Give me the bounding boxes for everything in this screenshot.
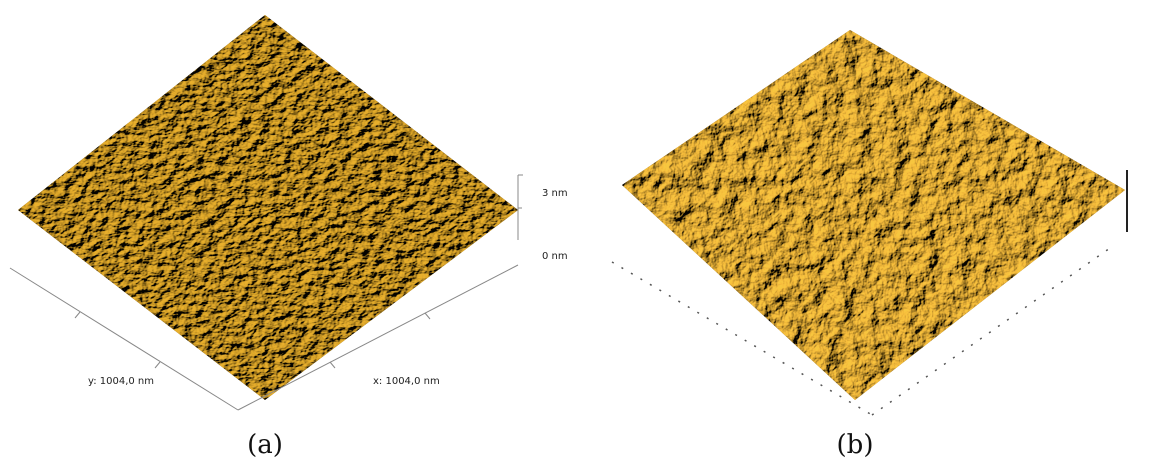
panel-a: 3 nm 0 nm y: 1004,0 nm x: 1004,0 nm (a) [10, 15, 568, 460]
tick [425, 313, 430, 319]
caption: (b) [837, 430, 874, 460]
afm-surface [18, 15, 518, 400]
tick [75, 312, 80, 318]
scale-top-label: 3 nm [542, 188, 568, 199]
panel-b: (b) [612, 30, 1127, 460]
tick [330, 362, 335, 368]
y-axis-label: y: 1004,0 nm [88, 376, 154, 387]
tick [155, 362, 160, 368]
caption: (a) [247, 430, 283, 460]
scale-bottom-label: 0 nm [542, 251, 568, 262]
afm-surface [622, 30, 1125, 400]
x-axis-label: x: 1004,0 nm [373, 376, 440, 387]
figure: 3 nm 0 nm y: 1004,0 nm x: 1004,0 nm (a) … [0, 0, 1171, 470]
